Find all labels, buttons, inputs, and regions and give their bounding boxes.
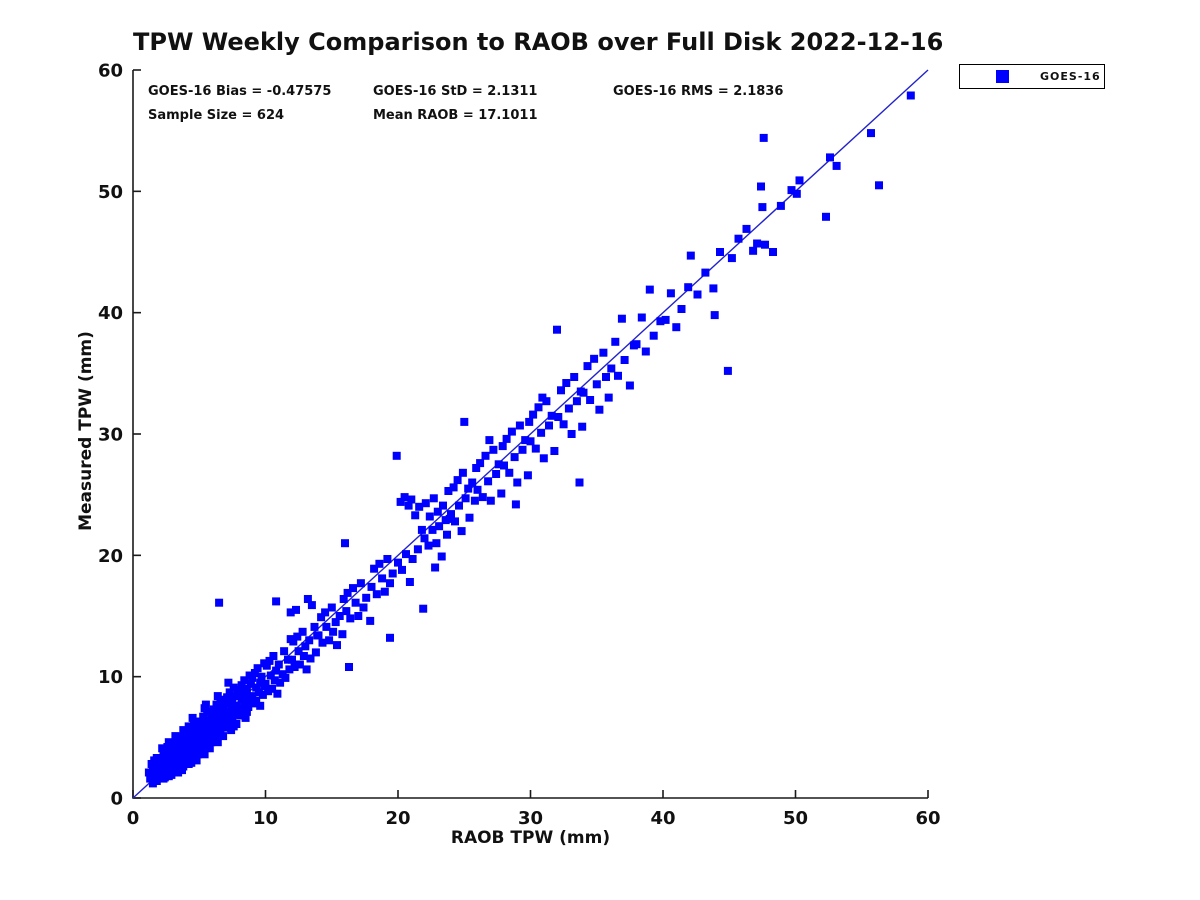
chart-title: TPW Weekly Comparison to RAOB over Full … [133,28,944,56]
x-tick-label: 40 [650,808,675,829]
x-tick-label: 30 [518,808,543,829]
stat-rms: GOES-16 RMS = 2.1836 [613,84,784,99]
y-tick-label: 40 [98,303,123,324]
scatter-points [144,91,915,788]
x-tick-label: 10 [253,808,278,829]
x-tick-label: 0 [127,808,140,829]
y-tick-label: 50 [98,182,123,203]
x-tick-label: 50 [783,808,808,829]
stat-bias: GOES-16 Bias = -0.47575 [148,84,332,99]
x-axis-label: RAOB TPW (mm) [450,828,611,848]
legend-label: GOES-16 [1040,70,1101,83]
legend-marker-icon [996,70,1009,83]
stat-sample-size: Sample Size = 624 [148,108,285,123]
y-tick-label: 20 [98,546,123,567]
stat-std: GOES-16 StD = 2.1311 [373,84,538,99]
x-tick-label: 60 [915,808,940,829]
y-tick-label: 30 [98,425,123,446]
y-tick-label: 0 [110,789,123,810]
y-tick-label: 10 [98,667,123,688]
stat-mean-raob: Mean RAOB = 17.1011 [373,108,538,123]
x-tick-label: 20 [385,808,410,829]
y-tick-label: 60 [98,61,123,82]
legend: GOES-16 [959,64,1105,89]
